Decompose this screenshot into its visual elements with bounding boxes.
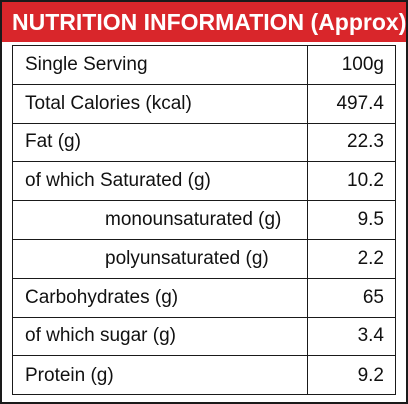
- row-label: of which Saturated (g): [13, 162, 308, 201]
- table-row: Fat (g) 22.3: [13, 123, 395, 163]
- row-label: Single Serving: [13, 46, 308, 84]
- row-value: 3.4: [357, 325, 384, 347]
- table-row: of which Saturated (g) 10.2: [13, 162, 395, 202]
- row-label: Protein (g): [13, 356, 308, 396]
- row-label: Carbohydrates (g): [13, 278, 308, 317]
- row-value: 65: [362, 286, 384, 308]
- row-value: 10.2: [347, 170, 384, 192]
- row-value: 22.3: [347, 131, 384, 153]
- row-value: 497.4: [336, 92, 384, 114]
- table-row: monounsaturated (g) 9.5: [13, 201, 395, 240]
- table-row: Single Serving 100g: [13, 46, 395, 85]
- row-value: 100g: [341, 53, 384, 75]
- table-row: polyunsaturated (g) 2.2: [13, 239, 395, 279]
- nutrition-table: Single Serving 100g Total Calories (kcal…: [12, 45, 396, 396]
- row-value: 9.5: [357, 209, 384, 231]
- row-label: Total Calories (kcal): [13, 84, 308, 123]
- table-row: Total Calories (kcal) 497.4: [13, 84, 395, 124]
- table-row: Protein (g) 9.2: [13, 356, 395, 396]
- table-row: of which sugar (g) 3.4: [13, 317, 395, 357]
- nutrition-header: NUTRITION INFORMATION (Approx): [2, 2, 406, 42]
- row-label: polyunsaturated (g): [13, 239, 308, 278]
- row-value: 2.2: [357, 247, 384, 269]
- row-value: 9.2: [357, 364, 384, 386]
- row-label: of which sugar (g): [13, 317, 308, 356]
- table-row: Carbohydrates (g) 65: [13, 278, 395, 318]
- row-label: Fat (g): [13, 123, 308, 162]
- row-label: monounsaturated (g): [13, 201, 308, 239]
